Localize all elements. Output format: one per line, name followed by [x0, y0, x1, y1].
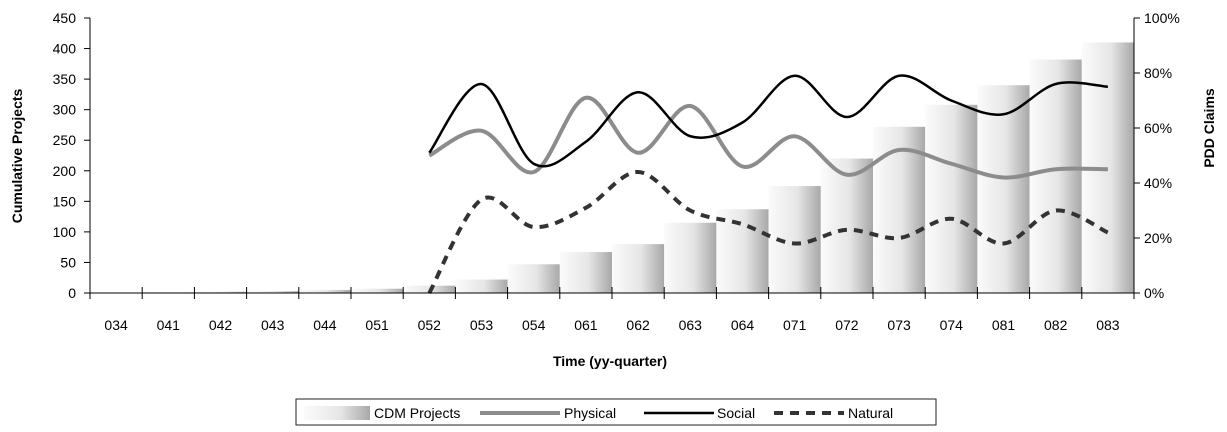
y2-tick-label: 20% — [1144, 230, 1172, 246]
y-tick-label: 250 — [53, 132, 77, 148]
x-tick-label: 062 — [626, 317, 650, 333]
x-tick-label: 054 — [522, 317, 546, 333]
y-tick-label: 350 — [53, 71, 77, 87]
bar-cdm-projects-074 — [925, 104, 978, 293]
y-tick-label: 150 — [53, 193, 77, 209]
bar-cdm-projects-054 — [507, 264, 560, 293]
bar-cdm-projects-053 — [455, 279, 508, 293]
y-tick-label: 50 — [60, 254, 76, 270]
y2-tick-label: 60% — [1144, 120, 1172, 136]
y-tick-label: 450 — [53, 10, 77, 26]
x-tick-label: 051 — [365, 317, 389, 333]
x-tick-label: 044 — [313, 317, 337, 333]
y-tick-label: 0 — [68, 285, 76, 301]
x-tick-label: 082 — [1044, 317, 1068, 333]
x-tick-label: 041 — [157, 317, 181, 333]
x-tick-label: 073 — [887, 317, 911, 333]
x-tick-label: 061 — [574, 317, 598, 333]
x-tick-label: 053 — [470, 317, 494, 333]
series-line-physical — [428, 95, 1108, 180]
y-tick-label: 400 — [53, 41, 77, 57]
legend: CDM Projects Physical Social Natural — [295, 398, 937, 426]
x-tick-label: 071 — [783, 317, 807, 333]
bar-cdm-projects-044 — [298, 289, 351, 293]
x-tick-label: 072 — [835, 317, 859, 333]
bar-cdm-projects-073 — [873, 126, 926, 293]
axes-layer: 0 50 100 150 200 250 300 350 400 450 0% 20% 40% 60% 80… — [53, 10, 1180, 333]
y-tick-label: 200 — [53, 163, 77, 179]
legend-label-cdm-projects: CDM Projects — [374, 405, 460, 421]
y2-tick-label: 80% — [1144, 65, 1172, 81]
bar-cdm-projects-064 — [716, 209, 769, 293]
x-tick-label: 081 — [992, 317, 1016, 333]
series-line-natural — [427, 169, 1109, 294]
x-tick-label: 074 — [940, 317, 964, 333]
y-tick-label: 300 — [53, 102, 77, 118]
x-tick-label: 042 — [209, 317, 233, 333]
bar-cdm-projects-043 — [246, 291, 299, 293]
bar-cdm-projects-063 — [664, 222, 717, 293]
y-tick-label: 100 — [53, 224, 77, 240]
x-axis-title: Time (yy-quarter) — [553, 353, 667, 369]
y-axis-title: Cumulative Projects — [9, 88, 25, 223]
x-tick-label: 063 — [679, 317, 703, 333]
bar-cdm-projects-042 — [194, 291, 247, 293]
y2-axis-title: PDD Claims — [1201, 88, 1217, 168]
bar-cdm-projects-062 — [612, 244, 665, 293]
y2-tick-label: 40% — [1144, 175, 1172, 191]
x-tick-label: 083 — [1096, 317, 1120, 333]
legend-label-natural: Natural — [848, 405, 893, 421]
x-tick-label: 064 — [731, 317, 755, 333]
series-line-social — [428, 74, 1109, 168]
x-tick-label: 052 — [418, 317, 442, 333]
legend-label-social: Social — [717, 405, 755, 421]
bar-cdm-projects-061 — [559, 252, 612, 293]
bar-cdm-projects-051 — [351, 288, 404, 293]
bar-cdm-projects-081 — [977, 85, 1030, 293]
lines-layer — [427, 74, 1109, 294]
x-tick-label: 043 — [261, 317, 285, 333]
bar-cdm-projects-072 — [820, 158, 873, 293]
legend-swatch-cdm-projects — [304, 406, 370, 420]
y2-tick-label: 0% — [1144, 285, 1164, 301]
bars-layer — [142, 42, 1134, 294]
y2-tick-label: 100% — [1144, 10, 1180, 26]
legend-label-physical: Physical — [564, 405, 616, 421]
x-tick-label: 034 — [104, 317, 128, 333]
bar-cdm-projects-082 — [1029, 59, 1082, 294]
